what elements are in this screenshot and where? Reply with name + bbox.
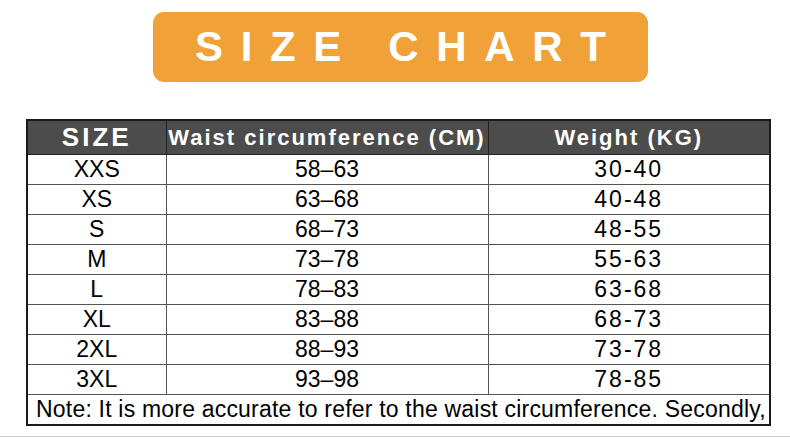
weight-cell: 30-40	[488, 155, 770, 185]
size-table-footer: Note: It is more accurate to refer to th…	[27, 395, 770, 426]
table-row: L78–8363-68	[27, 275, 770, 305]
weight-cell: 40-48	[488, 185, 770, 215]
weight-cell: 55-63	[488, 245, 770, 275]
waist-cell: 68–73	[166, 215, 488, 245]
size-cell: M	[27, 245, 166, 275]
size-table-body: XXS58–6330-40XS63–6840-48S68–7348-55M73–…	[27, 155, 770, 395]
size-cell: S	[27, 215, 166, 245]
banner-title: SIZE CHART	[195, 23, 623, 71]
waist-cell: 63–68	[166, 185, 488, 215]
header-waist: Waist circumference (CM)	[166, 120, 488, 155]
waist-cell: 88–93	[166, 335, 488, 365]
waist-cell: 78–83	[166, 275, 488, 305]
weight-cell: 68-73	[488, 305, 770, 335]
size-cell: 3XL	[27, 365, 166, 395]
size-cell: XS	[27, 185, 166, 215]
weight-cell: 78-85	[488, 365, 770, 395]
table-row: 2XL88–9373-78	[27, 335, 770, 365]
size-chart-banner: SIZE CHART	[153, 12, 648, 82]
size-cell: 2XL	[27, 335, 166, 365]
note-row: Note: It is more accurate to refer to th…	[27, 395, 770, 426]
waist-cell: 58–63	[166, 155, 488, 185]
waist-cell: 93–98	[166, 365, 488, 395]
weight-cell: 48-55	[488, 215, 770, 245]
table-row: XXS58–6330-40	[27, 155, 770, 185]
note-text: Note: It is more accurate to refer to th…	[27, 395, 770, 426]
waist-cell: 83–88	[166, 305, 488, 335]
table-row: XS63–6840-48	[27, 185, 770, 215]
header-size: SIZE	[27, 120, 166, 155]
size-chart-page: SIZE CHART SIZE Waist circumference (CM)…	[0, 0, 790, 447]
size-cell: XL	[27, 305, 166, 335]
header-row: SIZE Waist circumference (CM) Weight (KG…	[27, 120, 770, 155]
bottom-separator-line	[0, 436, 790, 437]
waist-cell: 73–78	[166, 245, 488, 275]
size-table: SIZE Waist circumference (CM) Weight (KG…	[26, 119, 771, 426]
table-row: XL83–8868-73	[27, 305, 770, 335]
table-row: 3XL93–9878-85	[27, 365, 770, 395]
header-weight: Weight (KG)	[488, 120, 770, 155]
weight-cell: 73-78	[488, 335, 770, 365]
weight-cell: 63-68	[488, 275, 770, 305]
size-cell: L	[27, 275, 166, 305]
table-row: M73–7855-63	[27, 245, 770, 275]
table-row: S68–7348-55	[27, 215, 770, 245]
size-cell: XXS	[27, 155, 166, 185]
size-table-header: SIZE Waist circumference (CM) Weight (KG…	[27, 120, 770, 155]
